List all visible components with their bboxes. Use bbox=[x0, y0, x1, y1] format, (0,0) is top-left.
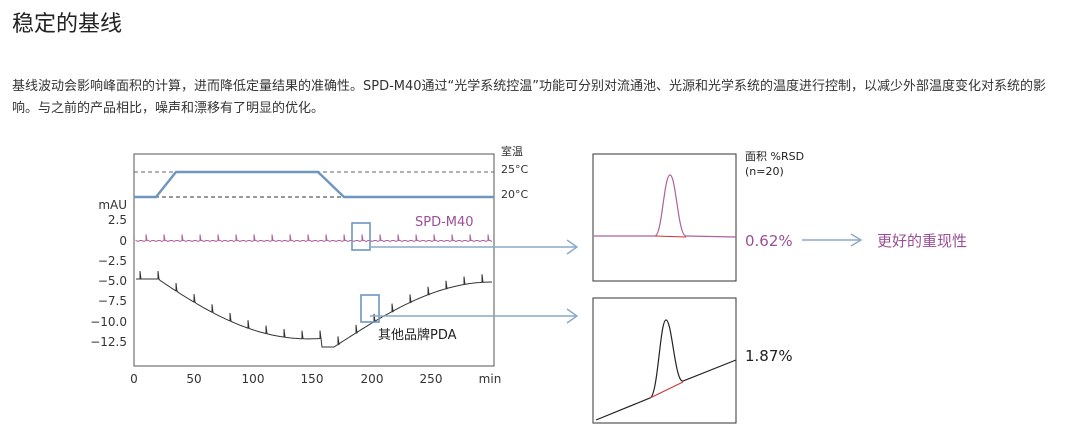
x-tick-label: 0 bbox=[130, 372, 138, 386]
spd-inset-baseline bbox=[654, 235, 687, 238]
other-inset-frame bbox=[592, 297, 737, 424]
other-brand-trace bbox=[136, 270, 492, 348]
y-tick-label: −10.0 bbox=[90, 315, 127, 329]
y-axis-label: mAU bbox=[98, 198, 127, 212]
spd-inset-peak bbox=[594, 174, 737, 238]
y-tick-label: −7.5 bbox=[98, 294, 127, 308]
y-tick-label: −5.0 bbox=[98, 274, 127, 288]
x-tick-label: 50 bbox=[186, 372, 201, 386]
other-inset-peak bbox=[595, 319, 737, 421]
temp-low-label: 20°C bbox=[501, 188, 528, 201]
rsd-header-line1: 面积 %RSD bbox=[745, 150, 804, 163]
y-tick-label: 2.5 bbox=[108, 213, 127, 227]
temp-profile-line bbox=[134, 170, 494, 199]
y-tick-label: −2.5 bbox=[98, 254, 127, 268]
other-inset-baseline bbox=[649, 381, 684, 399]
x-tick-label: 200 bbox=[361, 372, 384, 386]
other-brand-series-label: 其他品牌PDA bbox=[378, 327, 457, 343]
x-tick-label: 250 bbox=[420, 372, 443, 386]
zoom-arrow-top bbox=[370, 239, 579, 255]
other-zoom-box bbox=[360, 294, 380, 323]
rsd-value-spd: 0.62% bbox=[745, 232, 793, 250]
temp-high-label: 25°C bbox=[501, 163, 528, 176]
y-tick-label: −12.5 bbox=[90, 335, 127, 349]
left-plot-frame bbox=[133, 153, 495, 367]
x-tick-labels: 0 50 100 150 200 250 min bbox=[130, 372, 501, 386]
x-tick-label: min bbox=[479, 372, 502, 386]
spd-inset-frame bbox=[592, 153, 737, 282]
spd-m40-series-label: SPD-M40 bbox=[415, 215, 474, 230]
spd-m40-trace bbox=[135, 234, 493, 243]
rsd-header-line2: (n=20) bbox=[745, 165, 784, 178]
temp-title-label: 室温 bbox=[501, 144, 523, 158]
conclusion-arrow bbox=[802, 233, 863, 247]
x-tick-label: 100 bbox=[242, 372, 265, 386]
x-tick-label: 150 bbox=[301, 372, 324, 386]
page-title: 稳定的基线 bbox=[12, 12, 123, 37]
y-tick-label: 0 bbox=[119, 234, 127, 248]
spd-zoom-box bbox=[351, 222, 371, 251]
y-tick-labels: 2.5 0 −2.5 −5.0 −7.5 −10.0 −12.5 bbox=[90, 213, 127, 349]
baseline-comparison-figure: 室温 25°C 20°C mAU 2.5 0 −2.5 −5.0 −7.5 −1… bbox=[90, 144, 967, 424]
conclusion-label: 更好的重现性 bbox=[877, 232, 967, 250]
rsd-value-other: 1.87% bbox=[745, 347, 793, 365]
zoom-arrow-bottom bbox=[370, 308, 579, 324]
description-paragraph: 基线波动会影响峰面积的计算，进而降低定量结果的准确性。SPD-M40通过“光学系… bbox=[12, 79, 1047, 116]
